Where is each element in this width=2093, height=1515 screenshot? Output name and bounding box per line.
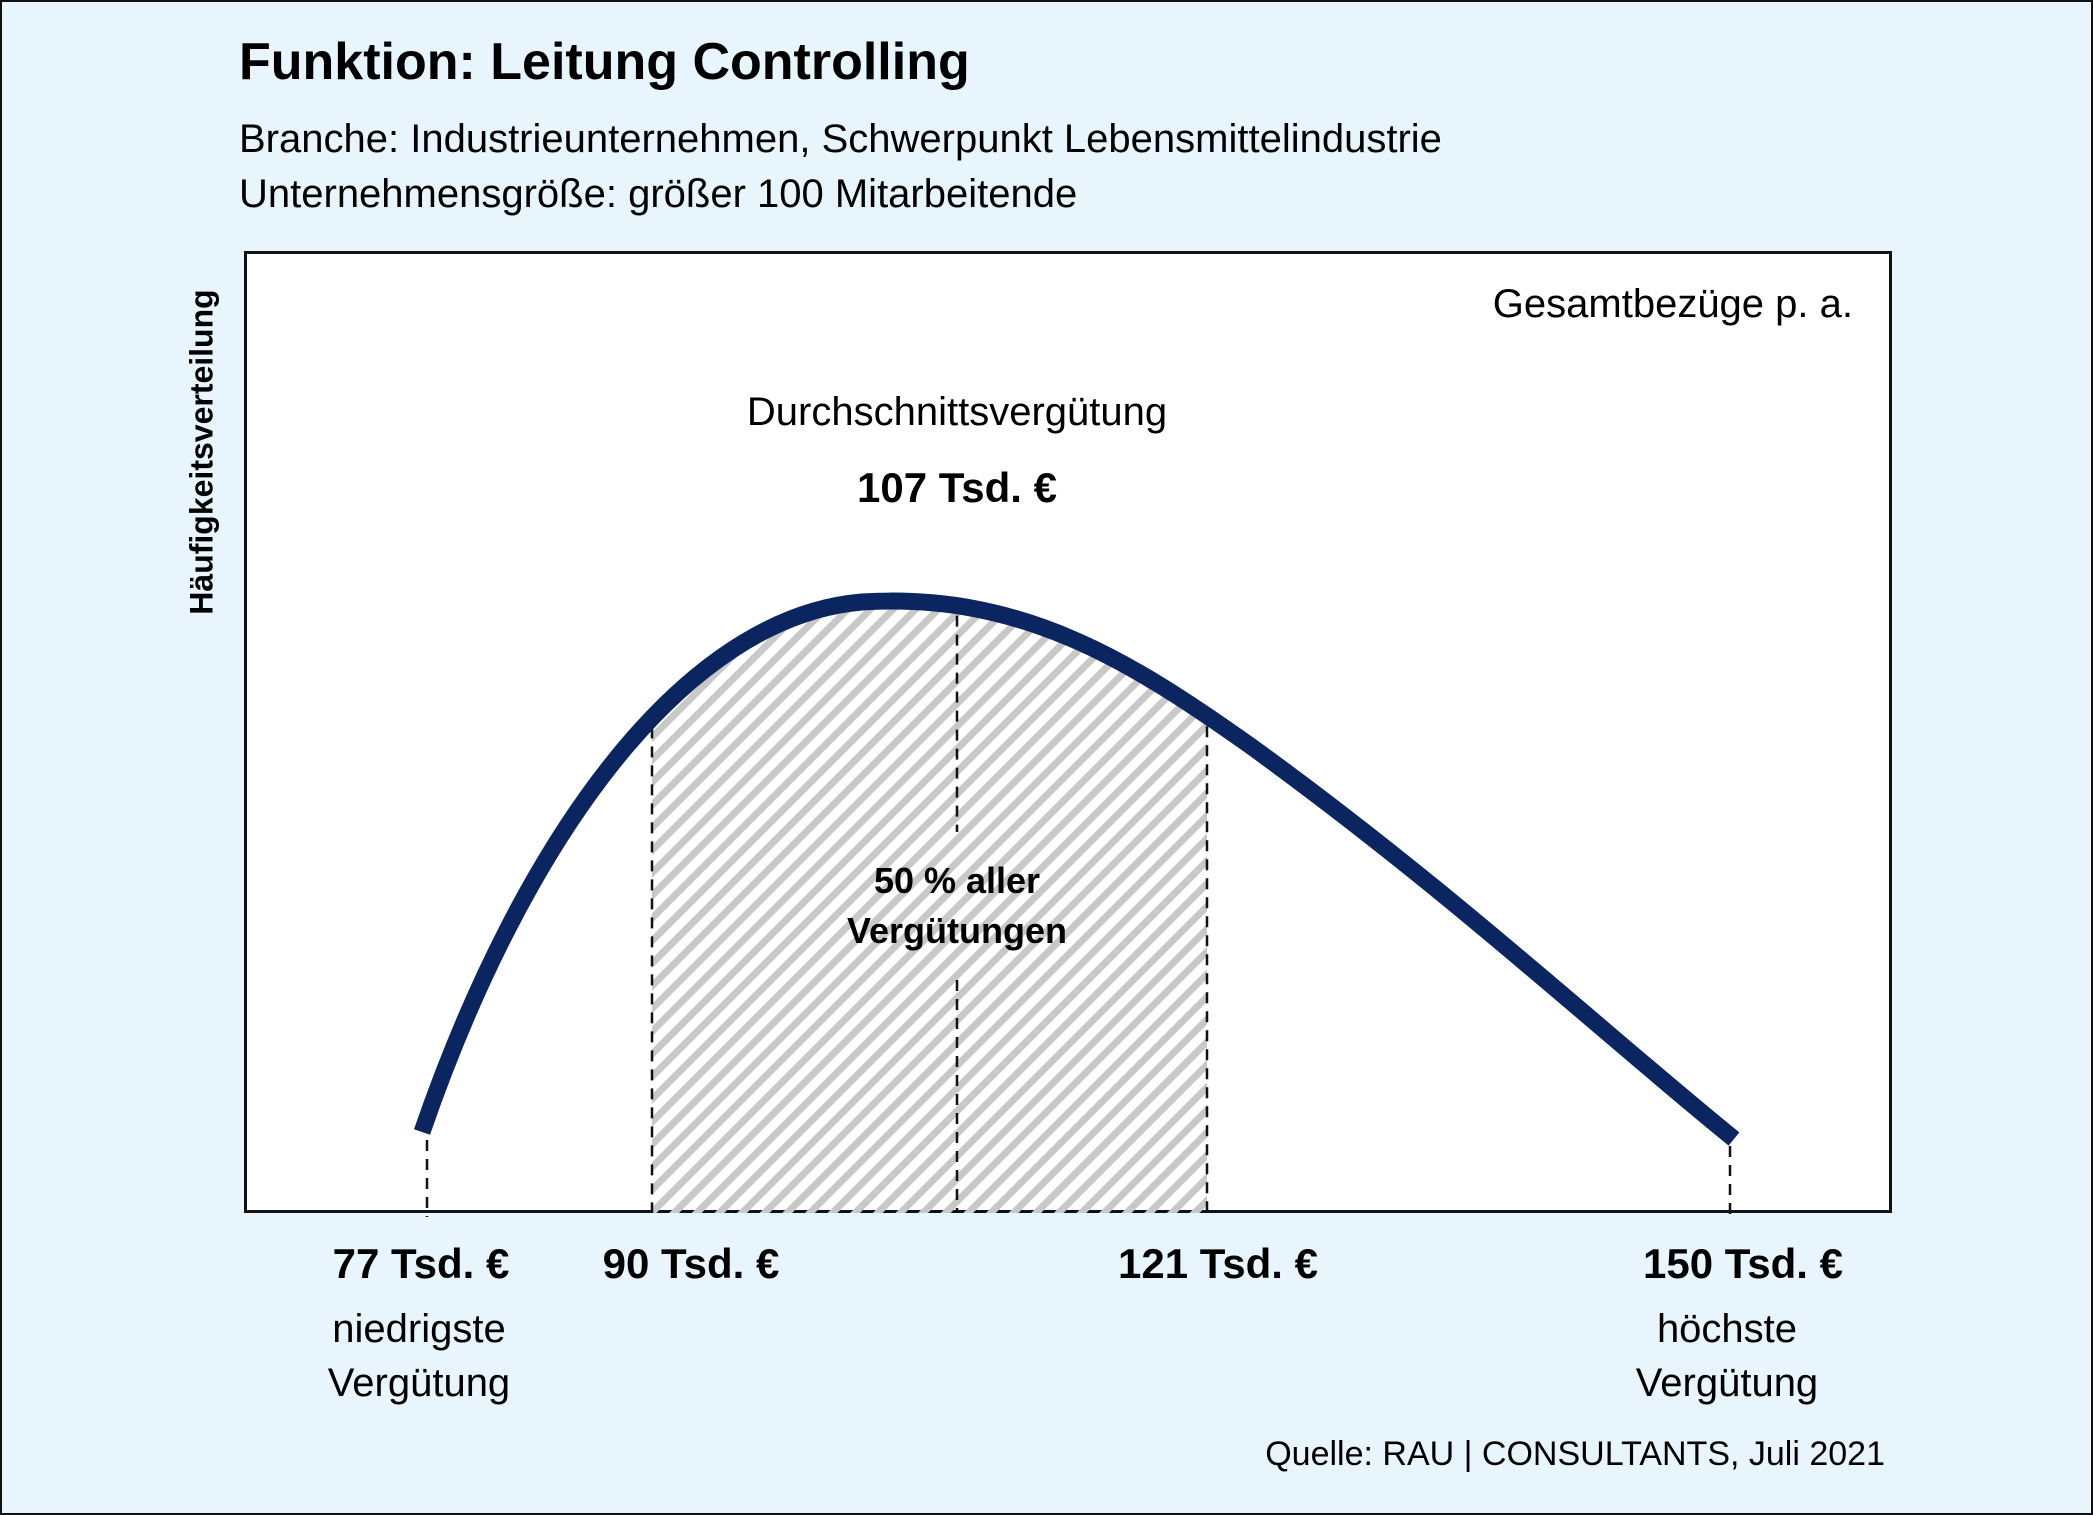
x-tick-label-q3: 121 Tsd. € [1118,1240,1318,1287]
average-value: 107 Tsd. € [857,464,1057,511]
x-tick-desc-min: niedrigste Vergütung [269,1302,569,1410]
x-tick-label-max: 150 Tsd. € [1643,1240,1843,1287]
x-tick-desc-max-line2: Vergütung [1635,1361,1819,1405]
x-tick-desc-max: höchste Vergütung [1577,1302,1877,1410]
quartile-band-label-line2: Vergütungen [846,910,1067,951]
quartile-band-label-line1: 50 % aller [873,860,1041,901]
x-tick-desc-min-line2: Vergütung [327,1361,511,1405]
x-tick-desc-min-line1: niedrigste [332,1307,506,1351]
x-tick-label-q1: 90 Tsd. € [602,1240,780,1287]
x-tick-desc-max-line1: höchste [1656,1307,1798,1351]
chart-title: Funktion: Leitung Controlling [239,33,970,91]
quartile-band-area [652,601,1207,1213]
chart-subtitle-industry: Branche: Industrieunternehmen, Schwerpun… [239,117,1442,161]
distribution-curve [413,592,1740,1146]
x-tick-label-min: 77 Tsd. € [332,1240,510,1287]
chart-subtitle-company-size: Unternehmensgröße: größer 100 Mitarbeite… [239,172,1078,216]
quartile-band-label: 50 % aller Vergütungen [797,856,1117,956]
corner-label: Gesamtbezüge p. a. [1492,282,1853,326]
average-label: Durchschnittsvergütung [746,390,1168,434]
source-note: Quelle: RAU | CONSULTANTS, Juli 2021 [1265,1435,1885,1473]
